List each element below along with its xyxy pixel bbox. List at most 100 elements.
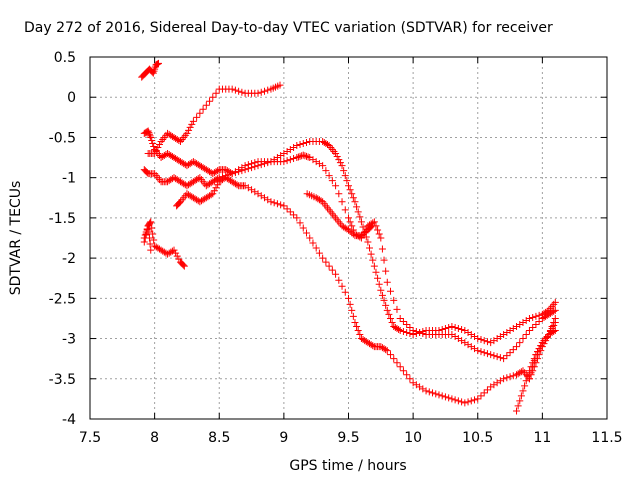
data-point [529, 363, 537, 371]
data-point [374, 226, 382, 234]
data-point [299, 224, 307, 232]
data-point [349, 194, 357, 202]
data-point [509, 372, 517, 380]
data-point [550, 307, 558, 315]
data-point [267, 198, 275, 206]
data-point [345, 294, 352, 302]
data-point [328, 177, 336, 185]
data-point [276, 81, 284, 89]
data-point [548, 322, 556, 330]
data-point [406, 323, 414, 331]
data-point [145, 228, 153, 236]
data-point [343, 177, 351, 185]
data-point [403, 371, 411, 379]
data-point [336, 159, 344, 167]
data-point [186, 123, 194, 131]
data-point [325, 262, 333, 270]
data-point [141, 231, 149, 239]
data-point [212, 89, 220, 97]
series-1 [138, 59, 163, 81]
data-point [370, 218, 378, 226]
data-point [369, 256, 377, 264]
data-point [441, 325, 449, 332]
data-point [477, 348, 485, 356]
chart-title: Day 272 of 2016, Sidereal Day-to-day VTE… [24, 20, 553, 36]
data-point [354, 208, 362, 216]
data-point [464, 398, 472, 406]
x-tick-label: 11.5 [591, 430, 622, 446]
data-point [248, 164, 256, 172]
data-point [273, 200, 281, 208]
x-tick-label: 9 [279, 430, 288, 446]
data-point [377, 234, 385, 242]
data-point [399, 328, 407, 336]
y-tick-label: -0.5 [49, 130, 76, 146]
data-point [500, 355, 508, 363]
data-point [173, 252, 181, 260]
data-point [369, 342, 377, 350]
data-point [496, 354, 504, 362]
axis-ticks: 7.5 8 8.5 9 9.5 10 10.5 11 11.5 0.5 0 -0.5 -1 -1.5 -2 -… [49, 50, 623, 446]
data-point [306, 234, 314, 242]
data-point [535, 317, 543, 325]
data-point [238, 167, 246, 175]
x-axis-label: GPS time / hours [289, 458, 406, 474]
y-tick-label: -4 [62, 412, 76, 428]
data-point [254, 162, 262, 170]
data-point [545, 331, 553, 339]
data-point [340, 167, 348, 175]
data-point [348, 222, 356, 230]
data-point [238, 88, 246, 96]
data-point [383, 347, 391, 355]
x-tick-label: 8 [150, 430, 159, 446]
data-point [383, 306, 391, 314]
data-point [332, 182, 340, 190]
y-tick-label: -2.5 [49, 291, 76, 307]
data-point [353, 322, 361, 330]
y-tick-label: 0.5 [54, 50, 76, 66]
data-point [513, 343, 521, 351]
data-point [338, 198, 346, 206]
data-point [509, 346, 517, 354]
data-point [403, 329, 411, 337]
data-point [537, 342, 545, 350]
data-point [254, 89, 262, 97]
data-point [529, 323, 537, 331]
data-point [296, 140, 304, 148]
data-point [551, 314, 559, 322]
data-point [335, 276, 343, 284]
data-point [513, 407, 521, 415]
series-8 [140, 222, 155, 254]
data-point [451, 323, 459, 331]
data-point [145, 129, 153, 137]
data-point [527, 369, 535, 377]
data-point [454, 397, 462, 405]
data-point [296, 152, 304, 160]
data-point [270, 199, 278, 207]
data-point [393, 305, 401, 313]
data-point [517, 392, 525, 400]
data-point [210, 187, 218, 195]
data-point [372, 268, 380, 276]
data-point [406, 330, 414, 338]
data-point [378, 245, 386, 253]
data-point [483, 350, 491, 358]
data-point [438, 392, 446, 400]
data-point [172, 249, 180, 257]
data-point [506, 349, 514, 357]
data-point [388, 318, 396, 326]
data-point [393, 359, 401, 367]
data-point [277, 201, 285, 209]
data-point [356, 331, 364, 339]
data-point [189, 117, 197, 125]
data-point [396, 327, 404, 335]
data-point [194, 175, 202, 183]
data-point [516, 397, 524, 405]
data-point [524, 372, 532, 380]
data-point [351, 198, 359, 206]
data-point [519, 387, 527, 395]
data-point [346, 300, 354, 308]
series-6 [303, 190, 376, 240]
data-point [286, 156, 294, 164]
data-point [335, 190, 343, 198]
